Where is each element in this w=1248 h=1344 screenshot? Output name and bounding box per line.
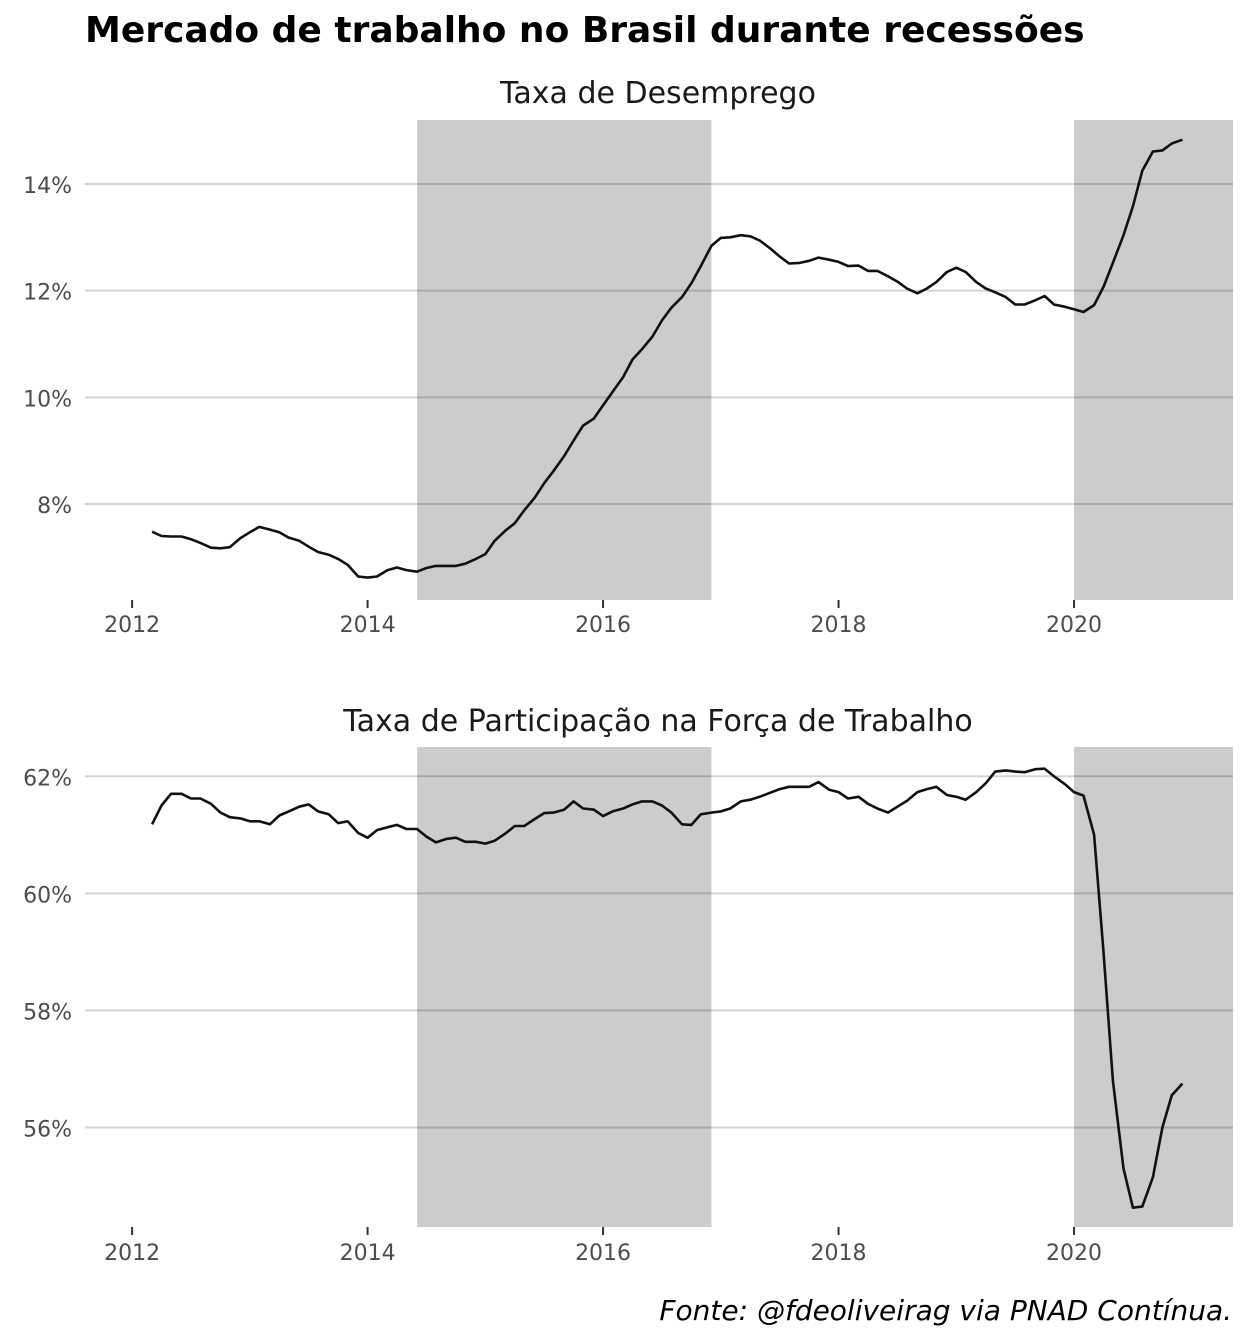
panel-2-x-tick-label-2020: 2020 (1046, 1241, 1102, 1266)
panel-2-x-tick-label-2016: 2016 (575, 1241, 631, 1266)
panel-1-y-tick-label-10: 10% (23, 387, 72, 412)
panel-1-y-tick-label-14: 14% (23, 174, 72, 199)
panel-1-x-tick-label-2014: 2014 (340, 613, 396, 638)
panel-1-x-tick-label-2020: 2020 (1046, 613, 1102, 638)
panel-2-title: Taxa de Participação na Força de Trabalh… (342, 704, 972, 739)
panel-2-y-tick-label-58: 58% (23, 1000, 72, 1025)
panel-1-recession-band-1 (417, 120, 712, 600)
panel-1-x-tick-label-2016: 2016 (575, 613, 631, 638)
chart-title: Mercado de trabalho no Brasil durante re… (85, 10, 1085, 51)
panel-2-y-tick-label-56: 56% (23, 1117, 72, 1142)
panel-1-x-tick-label-2012: 2012 (104, 613, 160, 638)
panel-2-y-tick-label-62: 62% (23, 766, 72, 791)
panel-2-recession-band-1 (417, 747, 712, 1227)
panel-2-x-tick-label-2018: 2018 (811, 1241, 867, 1266)
chart-caption: Fonte: @fdeoliveirag via PNAD Contínua. (659, 1294, 1232, 1327)
panel-2-x-tick-label-2014: 2014 (340, 1241, 396, 1266)
panel-2-y-tick-label-60: 60% (23, 883, 72, 908)
panel-2-x-tick-label-2012: 2012 (104, 1241, 160, 1266)
panel-1-y-tick-label-12: 12% (23, 281, 72, 306)
panel-1-recession-band-2 (1074, 120, 1233, 600)
panel-1-y-tick-label-8: 8% (37, 494, 72, 519)
panel-2-recession-band-2 (1074, 747, 1233, 1227)
panel-1-series-line (151, 138, 1183, 579)
panel-1-title: Taxa de Desemprego (499, 76, 816, 111)
panel-1-x-tick-label-2018: 2018 (811, 613, 867, 638)
panel-2-series-line (150, 767, 1184, 1209)
